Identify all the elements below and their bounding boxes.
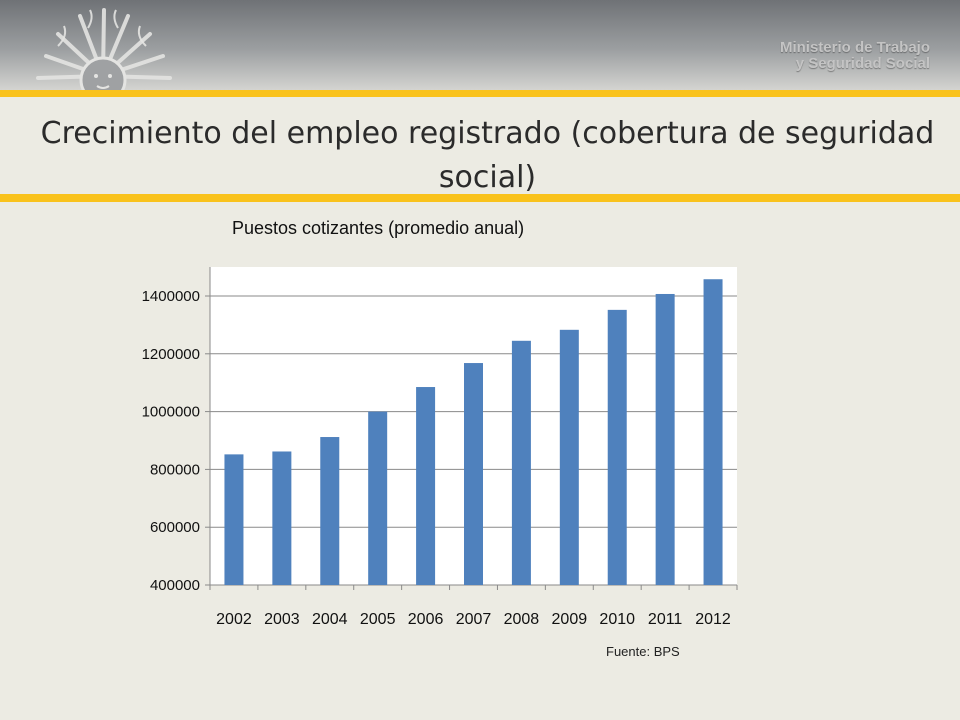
x-tick-label: 2007: [456, 611, 492, 628]
bar-2008: [511, 340, 531, 585]
y-tick-label: 400000: [150, 577, 200, 594]
y-tick-label: 800000: [150, 461, 200, 478]
y-tick-label: 1400000: [142, 288, 200, 305]
bar-2003: [272, 451, 292, 585]
bar-2009: [559, 329, 579, 585]
sun-logo-icon: [36, 8, 172, 90]
bar-2012: [703, 279, 723, 585]
ministry-line-2: y Seguridad Social: [795, 55, 930, 72]
accent-band-bottom: [0, 194, 960, 202]
x-tick-label: 2011: [648, 611, 683, 628]
x-tick-label: 2010: [599, 611, 635, 628]
slide-title: Crecimiento del empleo registrado (cober…: [40, 116, 935, 195]
bar-2002: [224, 454, 244, 585]
y-tick-label: 1000000: [142, 404, 200, 421]
ministry-line-1: Ministerio de Trabajo: [779, 39, 930, 56]
ministry-name: Ministerio de Trabajo y Seguridad Social: [690, 40, 930, 72]
chart-title: Puestos cotizantes (promedio anual): [232, 218, 525, 238]
x-tick-label: 2002: [216, 611, 252, 628]
bar-2010: [607, 309, 627, 585]
x-tick-label: 2003: [264, 611, 300, 628]
x-tick-label: 2008: [504, 611, 540, 628]
source-note: Fuente: BPS: [606, 644, 680, 659]
bar-2011: [655, 293, 675, 585]
x-tick-label: 2006: [408, 611, 444, 628]
x-tick-label: 2012: [695, 611, 731, 628]
y-tick-label: 1200000: [142, 346, 200, 363]
bar-2006: [416, 387, 436, 585]
bar-2007: [464, 363, 483, 585]
slide-header: Ministerio de Trabajo y Seguridad Social: [0, 0, 960, 90]
accent-band-top: [0, 90, 960, 97]
y-tick-label: 600000: [150, 519, 200, 536]
x-tick-label: 2009: [552, 611, 588, 628]
x-tick-label: 2005: [360, 611, 396, 628]
bar-2004: [320, 437, 340, 585]
bar-2005: [368, 411, 388, 585]
x-tick-label: 2004: [312, 611, 348, 628]
